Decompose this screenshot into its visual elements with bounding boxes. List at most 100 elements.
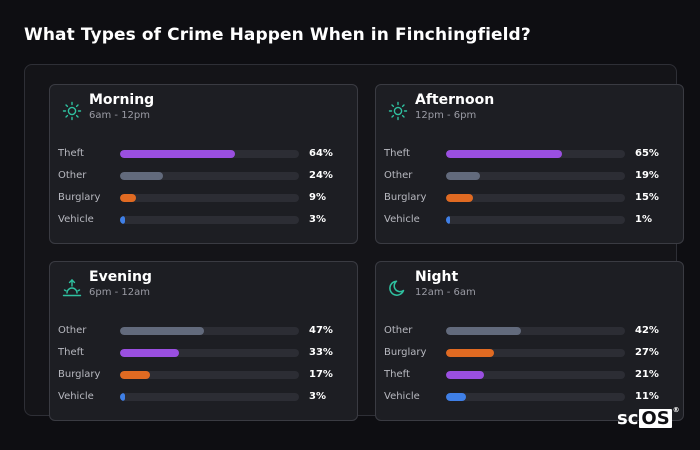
bar-track <box>446 349 625 357</box>
card-night: Night 12am - 6am Other 42% Burglary 27% Thef… <box>375 261 684 421</box>
value-label: 15% <box>635 192 659 203</box>
category-label: Burglary <box>384 192 427 203</box>
card-title: Evening <box>89 269 152 285</box>
card-title: Night <box>415 269 459 285</box>
card-subtitle: 12pm - 6pm <box>415 110 477 121</box>
logo-boxed-text: OS <box>639 408 672 429</box>
bar-track <box>446 371 625 379</box>
page-title: What Types of Crime Happen When in Finch… <box>24 25 531 45</box>
card-afternoon: Afternoon 12pm - 6pm Theft 65% Other 19% Bur… <box>375 84 684 244</box>
bar-row: Vehicle 11% <box>376 390 683 404</box>
bar <box>446 150 563 158</box>
value-label: 3% <box>309 391 326 402</box>
category-label: Theft <box>384 148 410 159</box>
moon-icon <box>389 280 405 296</box>
card-header: Evening 6pm - 12am <box>50 262 357 306</box>
bar-track <box>120 393 299 401</box>
bar <box>446 172 480 180</box>
bar-row: Burglary 9% <box>50 191 357 205</box>
scos-logo: sc OS ® <box>617 406 680 429</box>
value-label: 11% <box>635 391 659 402</box>
category-label: Other <box>384 325 413 336</box>
value-label: 24% <box>309 170 333 181</box>
bar <box>120 371 151 379</box>
bar <box>120 349 180 357</box>
bar-track <box>446 150 625 158</box>
category-label: Vehicle <box>58 391 94 402</box>
bar-row: Theft 65% <box>376 147 683 161</box>
card-evening: Evening 6pm - 12am Other 47% Theft 33% Burgl… <box>49 261 358 421</box>
bar <box>446 194 473 202</box>
bar-track <box>446 216 625 224</box>
bar <box>446 393 466 401</box>
value-label: 21% <box>635 369 659 380</box>
registered-mark: ® <box>672 406 680 414</box>
logo-text: sc <box>617 408 639 429</box>
category-label: Other <box>58 170 87 181</box>
category-label: Vehicle <box>384 391 420 402</box>
value-label: 33% <box>309 347 333 358</box>
bar-track <box>120 172 299 180</box>
bar-track <box>120 194 299 202</box>
bar-row: Other 24% <box>50 169 357 183</box>
category-label: Burglary <box>58 369 101 380</box>
bar <box>120 216 126 224</box>
category-label: Other <box>58 325 87 336</box>
card-header: Morning 6am - 12pm <box>50 85 357 129</box>
sun-icon <box>62 101 82 121</box>
value-label: 27% <box>635 347 659 358</box>
bar <box>120 194 137 202</box>
bar <box>446 349 495 357</box>
value-label: 3% <box>309 214 326 225</box>
value-label: 19% <box>635 170 659 181</box>
category-label: Other <box>384 170 413 181</box>
value-label: 1% <box>635 214 652 225</box>
bar-track <box>446 194 625 202</box>
bar-row: Theft 21% <box>376 368 683 382</box>
sunset-icon <box>62 279 82 297</box>
card-subtitle: 12am - 6am <box>415 287 476 298</box>
category-label: Vehicle <box>58 214 94 225</box>
value-label: 65% <box>635 148 659 159</box>
card-morning: Morning 6am - 12pm Theft 64% Other 24% Burgl… <box>49 84 358 244</box>
bar <box>446 216 450 224</box>
bar-row: Other 19% <box>376 169 683 183</box>
bar-row: Vehicle 3% <box>50 213 357 227</box>
bar-row: Theft 33% <box>50 346 357 360</box>
bar <box>120 150 235 158</box>
bar-track <box>446 172 625 180</box>
bar <box>120 393 126 401</box>
bar-track <box>120 371 299 379</box>
category-label: Vehicle <box>384 214 420 225</box>
bar <box>446 371 484 379</box>
bar-row: Burglary 27% <box>376 346 683 360</box>
bar-row: Vehicle 1% <box>376 213 683 227</box>
value-label: 64% <box>309 148 333 159</box>
category-label: Theft <box>58 347 84 358</box>
bar-track <box>120 327 299 335</box>
value-label: 47% <box>309 325 333 336</box>
bar-row: Vehicle 3% <box>50 390 357 404</box>
value-label: 42% <box>635 325 659 336</box>
card-title: Afternoon <box>415 92 495 108</box>
bar-track <box>120 216 299 224</box>
bar <box>446 327 522 335</box>
card-subtitle: 6am - 12pm <box>89 110 151 121</box>
card-header: Night 12am - 6am <box>376 262 683 306</box>
bar <box>120 327 205 335</box>
category-label: Burglary <box>384 347 427 358</box>
bar-row: Theft 64% <box>50 147 357 161</box>
card-title: Morning <box>89 92 155 108</box>
sun-icon <box>388 101 408 121</box>
card-subtitle: 6pm - 12am <box>89 287 151 298</box>
card-header: Afternoon 12pm - 6pm <box>376 85 683 129</box>
value-label: 9% <box>309 192 326 203</box>
bar-track <box>120 150 299 158</box>
bar <box>120 172 163 180</box>
bar-track <box>446 327 625 335</box>
bar-row: Burglary 17% <box>50 368 357 382</box>
bar-row: Other 42% <box>376 324 683 338</box>
bar-track <box>120 349 299 357</box>
bar-row: Burglary 15% <box>376 191 683 205</box>
value-label: 17% <box>309 369 333 380</box>
